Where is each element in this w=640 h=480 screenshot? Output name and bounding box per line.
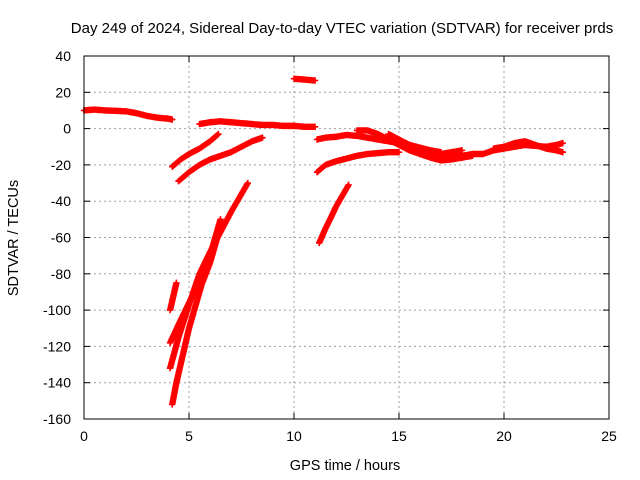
grid [84,56,609,419]
series-arc-12 [316,181,352,247]
x-tick-label: 20 [496,428,512,444]
series-arc-1 [80,106,176,123]
data-point [259,134,266,141]
series-arc-8 [169,219,224,408]
series-arc-9 [290,75,319,84]
series-arc-3 [175,134,266,185]
x-tick-label: 0 [80,428,88,444]
data-point [214,131,221,139]
y-tick-label: 0 [63,121,71,137]
y-tick-label: -60 [51,230,71,246]
data-point [559,148,566,156]
series-arc-5 [166,279,180,314]
series-arc-4 [196,118,319,130]
chart-title: Day 249 of 2024, Sidereal Day-to-day VTE… [71,20,613,37]
data-point [169,116,176,123]
y-axis-label: SDTVAR / TECUs [6,180,22,296]
x-tick-labels: 0 5 10 15 20 25 [80,428,617,444]
y-tick-label: -80 [51,266,71,282]
data-point [217,219,224,227]
series-arc-16 [490,138,566,156]
data-point [215,130,222,138]
data-point [395,148,403,156]
x-axis-label: GPS time / hours [290,458,400,474]
axis-ticks [83,55,610,420]
data-point [559,139,566,147]
y-tick-label: 20 [55,84,71,100]
series-arc-11 [313,148,403,176]
y-tick-label: -120 [43,338,71,354]
y-tick-label: -20 [51,157,71,173]
y-tick-labels: 40 20 0 -20 -40 -60 -80 -100 -120 -140 -160 [43,48,71,427]
x-tick-label: 15 [391,428,407,444]
series-arc-14 [385,130,466,158]
x-tick-label: 25 [601,428,617,444]
series-arc-2 [169,130,222,170]
data-points [80,75,566,408]
data-point [458,147,466,154]
data-point [311,123,319,130]
series-arc-7 [166,179,251,372]
y-tick-label: 40 [55,48,71,64]
data-point [311,77,319,84]
y-tick-label: -140 [43,375,71,391]
data-point [345,181,352,189]
y-tick-label: -40 [51,193,71,209]
data-point [173,279,180,287]
y-tick-label: -100 [43,302,71,318]
x-tick-label: 10 [286,428,302,444]
y-tick-label: -160 [43,411,71,427]
x-tick-label: 5 [185,428,193,444]
data-point [244,179,251,187]
